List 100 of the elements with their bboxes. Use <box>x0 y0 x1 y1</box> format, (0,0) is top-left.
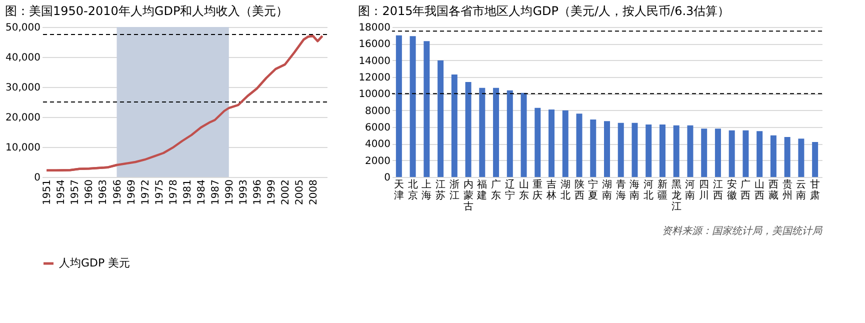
bar <box>687 125 694 177</box>
bar <box>701 128 708 177</box>
bar <box>520 92 527 177</box>
y-tick-label: 0 <box>34 172 40 184</box>
x-tick-label: 海南 <box>630 178 640 202</box>
y-tick-label: 6000 <box>365 122 390 134</box>
x-tick-label: 1951 <box>42 180 54 205</box>
x-tick-label: 西藏 <box>768 180 778 202</box>
x-tick-label: 1993 <box>238 180 250 205</box>
x-tick-label: 安徽 <box>726 178 737 202</box>
bar <box>506 90 513 177</box>
x-tick-label: 新疆 <box>657 178 668 202</box>
x-tick-label: 1972 <box>140 180 152 205</box>
x-tick-label: 1975 <box>154 180 166 205</box>
bar <box>812 142 818 177</box>
bar <box>576 114 582 177</box>
x-tick-label: 1984 <box>196 180 208 205</box>
x-tick-label: 黑龙江 <box>671 180 682 212</box>
x-tick-label: 内蒙古 <box>463 178 474 212</box>
y-tick-label: 0 <box>384 172 390 184</box>
x-tick-label: 1966 <box>112 180 124 205</box>
y-tick-label: 2000 <box>365 156 390 167</box>
x-tick-label: 浙江 <box>449 178 460 202</box>
bar <box>756 131 763 177</box>
bar <box>728 130 735 177</box>
bar <box>604 121 610 177</box>
x-tick-label: 北京 <box>408 178 418 202</box>
x-tick-label: 甘肃 <box>810 178 820 202</box>
y-tick-label: 14000 <box>358 56 390 67</box>
x-tick-label: 1969 <box>126 180 138 205</box>
x-tick-label: 1987 <box>210 180 222 205</box>
x-tick-label: 1957 <box>70 180 82 205</box>
x-tick-label: 贵州 <box>782 178 792 202</box>
bar <box>590 120 596 177</box>
y-tick-label: 50,000 <box>6 22 40 34</box>
x-tick-label: 1978 <box>168 180 180 205</box>
x-tick-label: 云南 <box>796 180 806 202</box>
bar <box>562 110 568 177</box>
y-tick-label: 4000 <box>365 139 390 150</box>
x-tick-label: 河南 <box>685 178 696 202</box>
x-tick-label: 上海 <box>422 178 432 202</box>
x-tick-label: 1990 <box>224 180 236 205</box>
x-tick-label: 2008 <box>308 180 320 205</box>
bar <box>534 108 541 177</box>
x-tick-label: 江苏 <box>436 178 446 202</box>
bar <box>632 122 638 177</box>
y-tick-label: 18000 <box>358 22 390 34</box>
bar <box>798 138 804 177</box>
legend-label: 人均GDP 美元 <box>59 256 130 270</box>
x-tick-label: 宁夏 <box>588 178 598 202</box>
y-tick-label: 10000 <box>358 89 390 100</box>
bar <box>770 135 776 177</box>
x-tick-label: 四川 <box>699 180 710 202</box>
y-tick-label: 40,000 <box>6 52 40 64</box>
bar <box>451 74 458 177</box>
x-tick-label: 山西 <box>754 178 765 202</box>
x-tick-label: 湖北 <box>560 178 570 202</box>
bar <box>493 88 500 177</box>
x-tick-label: 1954 <box>56 180 68 205</box>
x-tick-label: 山东 <box>518 178 529 202</box>
bar <box>410 36 416 177</box>
y-tick-label: 30,000 <box>6 82 40 94</box>
bar <box>396 35 402 177</box>
bar <box>424 41 430 177</box>
bar <box>479 88 486 177</box>
y-tick-label: 20,000 <box>6 112 40 124</box>
chart-title: 图：美国1950-2010年人均GDP和人均收入（美元） <box>5 4 288 18</box>
text: 资料来源：国家统计局，美国统计局 <box>662 225 823 237</box>
y-tick-label: 10,000 <box>6 142 40 154</box>
bar <box>659 124 666 177</box>
x-tick-label: 广东 <box>491 178 502 202</box>
y-tick-label: 16000 <box>358 39 390 50</box>
x-tick-label: 湖南 <box>602 178 612 202</box>
x-tick-label: 吉林 <box>546 178 557 202</box>
x-tick-label: 1960 <box>84 180 96 205</box>
chart-title: 图：2015年我国各省市地区人均GDP（美元/人，按人民币/6.3估算） <box>358 4 730 18</box>
x-tick-label: 1996 <box>252 180 264 205</box>
bar <box>714 128 721 177</box>
x-tick-label: 陕西 <box>574 178 584 202</box>
x-tick-label: 河北 <box>644 178 654 202</box>
x-tick-label: 重庆 <box>532 178 543 202</box>
x-tick-label: 1999 <box>266 180 278 205</box>
y-tick-label: 12000 <box>358 72 390 84</box>
bar <box>548 110 555 177</box>
x-tick-label: 广西 <box>740 178 751 202</box>
x-tick-label: 福建 <box>476 178 488 202</box>
x-tick-label: 2002 <box>280 180 292 205</box>
bar <box>742 130 749 177</box>
bar <box>646 124 652 177</box>
x-tick-label: 1981 <box>182 180 194 205</box>
x-tick-label: 青海 <box>616 178 626 202</box>
bar <box>784 137 790 177</box>
x-tick-label: 辽宁 <box>504 178 515 202</box>
bar <box>618 122 624 177</box>
x-tick-label: 1963 <box>98 180 110 205</box>
bar <box>673 125 680 177</box>
x-tick-label: 2005 <box>294 180 306 205</box>
y-tick-label: 8000 <box>365 106 390 117</box>
bar <box>438 60 444 177</box>
bar <box>465 82 472 177</box>
